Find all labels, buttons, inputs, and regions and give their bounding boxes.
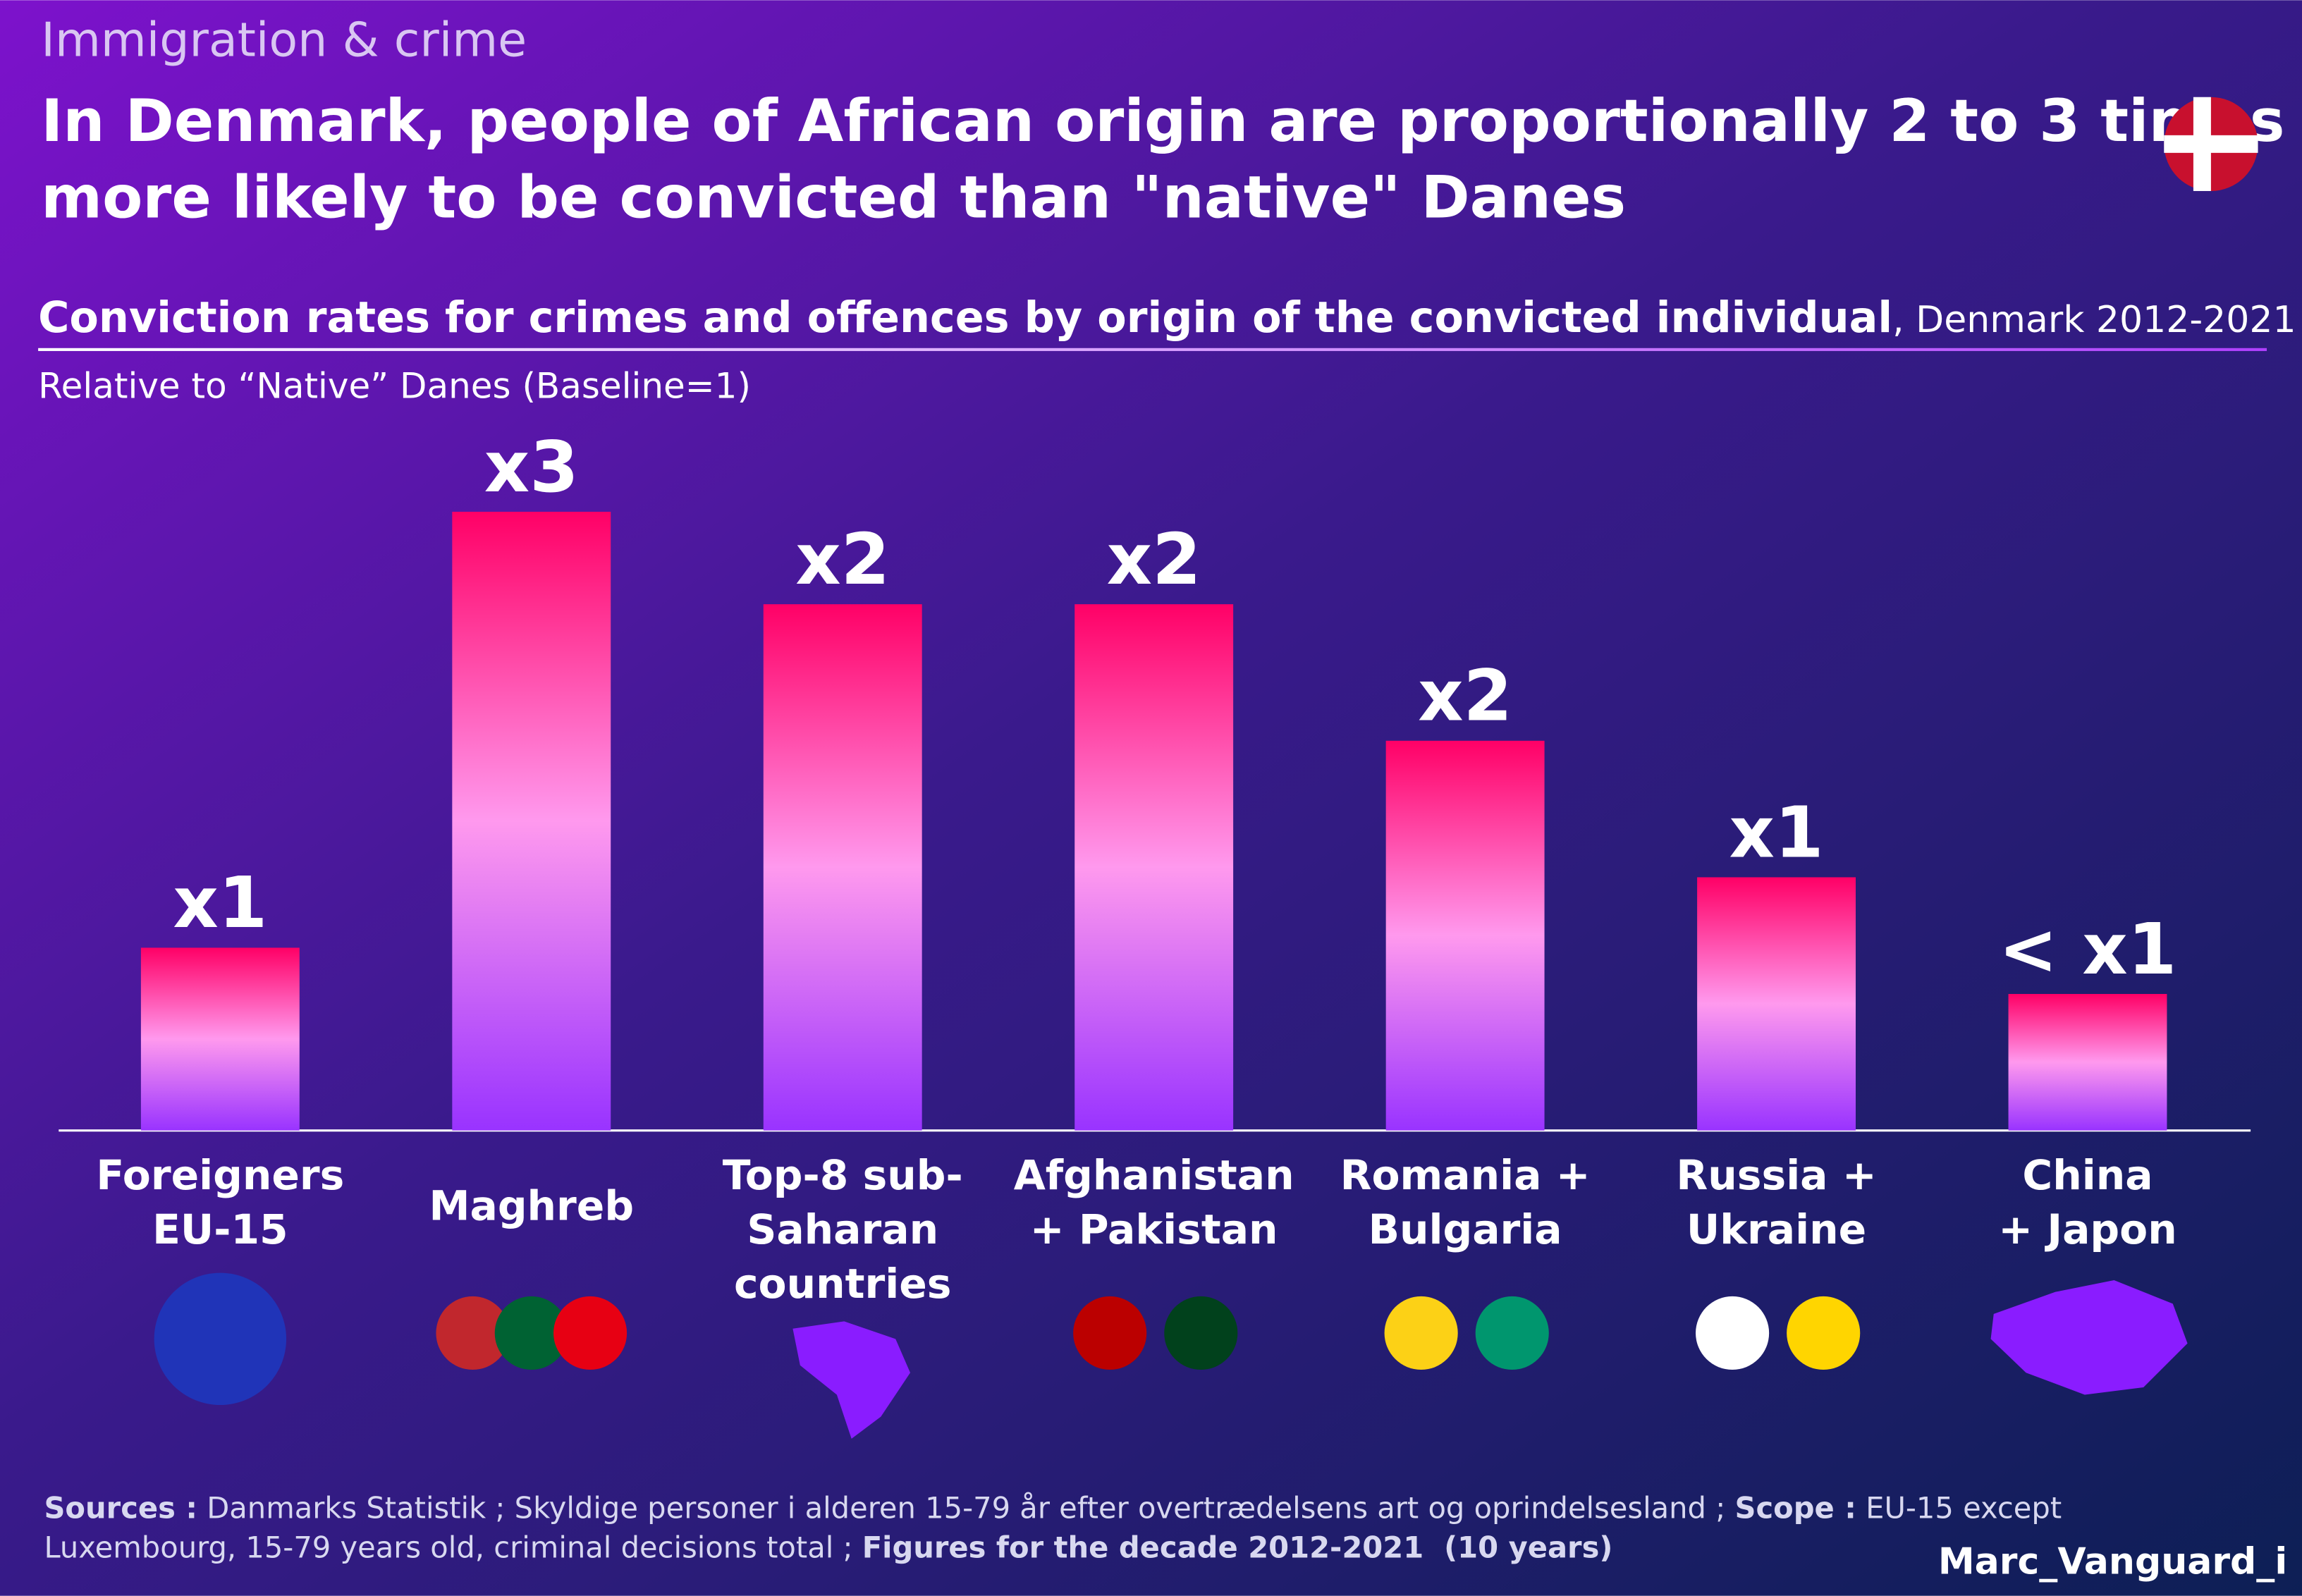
- x-tick-label: Romania +: [1340, 1151, 1591, 1199]
- x-tick-label: EU-15: [152, 1205, 288, 1253]
- chart-title-main: Conviction rates for crimes and offences…: [38, 293, 1892, 343]
- x-tick-label: countries: [734, 1260, 951, 1308]
- x-tick-label: China: [2022, 1151, 2153, 1199]
- bar: [1385, 740, 1545, 1131]
- title-line: more likely to be convicted than "native…: [41, 163, 1626, 231]
- bar: [452, 511, 611, 1131]
- footer-segment: EU-15 except: [1856, 1490, 2062, 1525]
- x-tick-label: Foreigners: [96, 1151, 344, 1199]
- x-tick-label: + Pakistan: [1030, 1205, 1278, 1253]
- value-label: x1: [1729, 791, 1824, 873]
- y-axis-label: Relative to “Native” Danes (Baseline=1): [38, 366, 751, 407]
- value-label: x2: [1418, 655, 1512, 737]
- author: Marc_Vanguard_i: [1938, 1540, 2287, 1583]
- value-label: x2: [795, 518, 890, 601]
- bar: [1697, 877, 1856, 1131]
- x-tick-label: Saharan: [747, 1205, 938, 1253]
- footer-segment: Luxembourg, 15-79 years old, criminal de…: [44, 1530, 862, 1565]
- kicker: Immigration & crime: [41, 12, 527, 67]
- value-label: x2: [1107, 518, 1201, 601]
- value-label: x3: [484, 426, 579, 508]
- denmark-flag: [2164, 97, 2258, 191]
- bar: [763, 604, 922, 1131]
- footer-segment: Figures for the decade 2012-2021 (10 yea…: [862, 1530, 1613, 1565]
- footer-segment: Danmarks Statistik ; Skyldige personer i…: [197, 1490, 1734, 1525]
- bar: [2008, 993, 2167, 1131]
- x-tick-label: Ukraine: [1686, 1205, 1866, 1253]
- rule: [38, 348, 2267, 351]
- x-tick-label: Russia +: [1676, 1151, 1876, 1199]
- footer-segment: Scope :: [1734, 1490, 1856, 1525]
- x-tick-label: + Japon: [1998, 1205, 2177, 1253]
- footer-segment: Sources :: [44, 1490, 197, 1525]
- footer-line: Luxembourg, 15-79 years old, criminal de…: [44, 1530, 1612, 1565]
- chart-title: Conviction rates for crimes and offences…: [38, 293, 2296, 343]
- x-tick-label: Bulgaria: [1369, 1205, 1562, 1253]
- x-tick-label: Top-8 sub-: [723, 1151, 963, 1199]
- value-label: < x1: [1999, 908, 2177, 990]
- title-line: In Denmark, people of African origin are…: [41, 87, 2284, 155]
- x-tick-label: Afghanistan: [1014, 1151, 1294, 1199]
- value-label: x1: [173, 861, 267, 944]
- flags: [154, 1272, 2188, 1439]
- bar: [1075, 604, 1234, 1131]
- x-tick-label: Maghreb: [429, 1182, 634, 1230]
- footer-line: Sources : Danmarks Statistik ; Skyldige …: [44, 1490, 2062, 1525]
- chart-title-period: , Denmark 2012-2021: [1892, 299, 2296, 341]
- bar: [140, 947, 300, 1131]
